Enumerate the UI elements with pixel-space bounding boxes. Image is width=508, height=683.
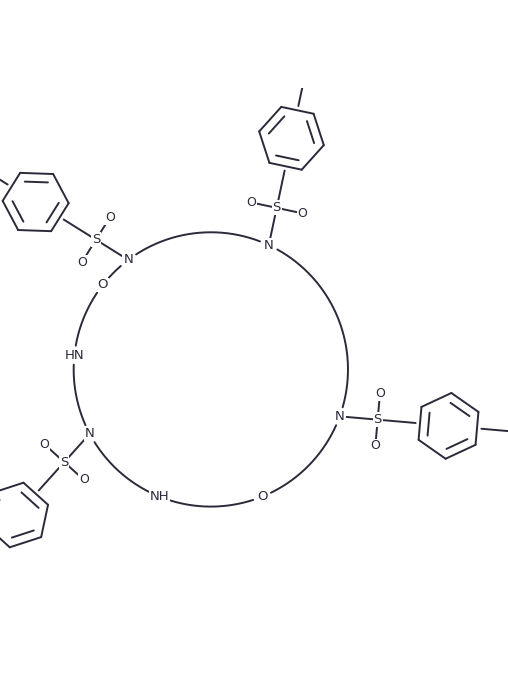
Text: O: O — [375, 387, 385, 400]
Text: O: O — [79, 473, 89, 486]
Text: N: N — [123, 253, 133, 266]
Text: O: O — [105, 211, 115, 224]
Text: O: O — [298, 207, 307, 220]
Text: O: O — [77, 255, 87, 268]
Text: N: N — [335, 410, 344, 423]
Text: O: O — [40, 438, 49, 451]
Text: O: O — [98, 279, 108, 292]
Text: HN: HN — [65, 348, 84, 361]
Text: S: S — [272, 201, 281, 214]
Text: S: S — [92, 233, 100, 246]
Text: N: N — [85, 428, 94, 441]
Text: O: O — [257, 490, 267, 503]
Text: O: O — [246, 196, 256, 209]
Text: O: O — [370, 439, 380, 453]
Text: N: N — [264, 238, 274, 251]
Text: NH: NH — [150, 490, 169, 503]
Text: S: S — [60, 456, 69, 469]
Text: S: S — [373, 413, 382, 426]
